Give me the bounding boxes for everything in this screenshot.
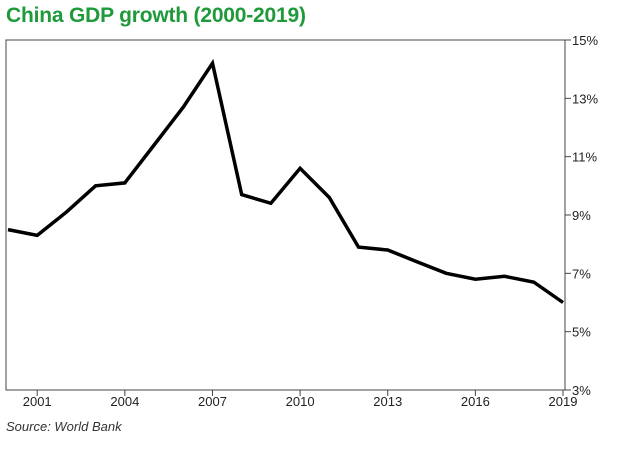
x-tick-label: 2007 bbox=[198, 394, 227, 409]
y-tick-label: 9% bbox=[572, 208, 591, 223]
y-tick-label: 13% bbox=[572, 91, 598, 106]
chart-title: China GDP growth (2000-2019) bbox=[6, 4, 306, 27]
y-tick-label: 7% bbox=[572, 266, 591, 281]
x-axis-ticks: 2001 2004 2007 2010 2013 2016 2019 bbox=[23, 390, 578, 409]
x-tick-label: 2001 bbox=[23, 394, 52, 409]
source-note: Source: World Bank bbox=[6, 419, 122, 434]
gdp-growth-series-line bbox=[7, 58, 565, 304]
x-tick-label: 2016 bbox=[461, 394, 490, 409]
plot-area-frame bbox=[5, 39, 566, 391]
x-tick-label: 2013 bbox=[373, 394, 402, 409]
y-axis-ticks: 15% 13% 11% 9% 7% 5% 3% bbox=[565, 33, 598, 398]
y-tick-label: 11% bbox=[572, 150, 597, 165]
x-tick-label: 2019 bbox=[549, 394, 578, 409]
x-tick-label: 2010 bbox=[286, 394, 315, 409]
y-tick-label: 15% bbox=[572, 33, 598, 48]
y-tick-label: 5% bbox=[572, 325, 591, 340]
x-tick-label: 2004 bbox=[110, 394, 139, 409]
y-tick-label: 3% bbox=[572, 383, 591, 398]
series-layer bbox=[7, 58, 565, 304]
